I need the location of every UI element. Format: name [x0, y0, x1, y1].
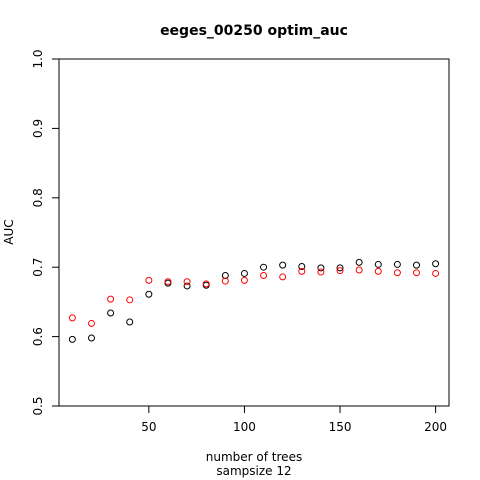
- data-point-series-2: [317, 268, 325, 276]
- data-point-series-1: [260, 263, 268, 271]
- plot-frame: [58, 58, 450, 407]
- data-point-series-2: [393, 269, 401, 277]
- y-tick-label: 0.6: [31, 327, 45, 346]
- data-point-series-2: [240, 276, 248, 284]
- data-point-series-1: [317, 264, 325, 272]
- y-tick-label: 0.9: [31, 119, 45, 138]
- data-point-series-2: [298, 267, 306, 275]
- data-point-series-2: [413, 269, 420, 277]
- data-point-series-2: [202, 280, 210, 288]
- data-point-series-1: [298, 263, 306, 271]
- x-axis-label: number of trees: [206, 450, 302, 464]
- data-point-series-1: [336, 264, 344, 272]
- y-axis: 0.5 0.6 0.7 0.8 0.9 1.0: [31, 49, 59, 416]
- data-point-series-1: [107, 309, 115, 317]
- data-point-series-1: [68, 335, 76, 343]
- data-point-series-2: [88, 319, 95, 327]
- data-point-series-2: [107, 295, 115, 303]
- data-point-series-1: [374, 260, 382, 268]
- data-point-series-1: [88, 334, 95, 342]
- y-tick-label: 0.7: [31, 258, 45, 277]
- x-tick-label: 100: [233, 420, 256, 434]
- data-point-series-2: [432, 269, 440, 277]
- data-point-series-1: [145, 290, 153, 298]
- data-point-series-2: [336, 267, 344, 275]
- y-tick-label: 0.8: [31, 188, 45, 207]
- data-point-series-2: [164, 278, 172, 286]
- data-point-series-2: [221, 277, 229, 285]
- x-axis-sublabel: sampsize 12: [216, 464, 291, 478]
- x-tick-label: 50: [141, 420, 156, 434]
- data-point-series-2: [374, 267, 382, 275]
- data-points: [68, 258, 440, 343]
- data-point-series-1: [240, 269, 248, 277]
- data-point-series-1: [413, 261, 420, 269]
- data-point-series-1: [393, 260, 401, 268]
- y-axis-label: AUC: [2, 219, 16, 244]
- x-tick-label: 150: [329, 420, 352, 434]
- data-point-series-2: [126, 296, 134, 304]
- data-point-series-1: [355, 258, 363, 266]
- x-axis: 50 100 150 200: [141, 406, 447, 434]
- data-point-series-2: [68, 314, 76, 322]
- data-point-series-1: [126, 318, 134, 326]
- data-point-series-1: [432, 260, 440, 268]
- data-point-series-2: [260, 272, 268, 280]
- data-point-series-1: [279, 261, 287, 269]
- y-tick-label: 1.0: [31, 49, 45, 68]
- data-point-series-2: [279, 273, 287, 281]
- y-tick-label: 0.5: [31, 396, 45, 415]
- data-point-series-2: [145, 276, 153, 284]
- x-tick-label: 200: [424, 420, 447, 434]
- data-point-series-2: [355, 266, 363, 274]
- chart-title: eeges_00250 optim_auc: [160, 23, 348, 39]
- data-point-series-2: [183, 278, 191, 286]
- data-point-series-1: [183, 282, 191, 290]
